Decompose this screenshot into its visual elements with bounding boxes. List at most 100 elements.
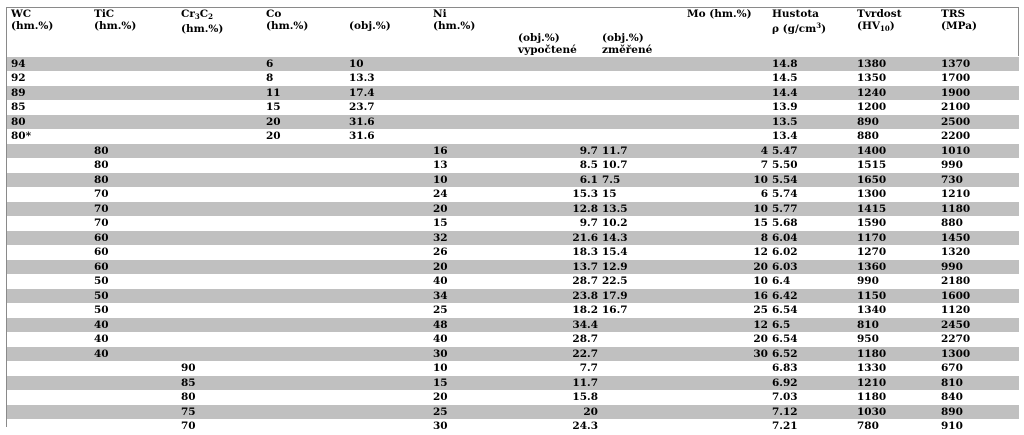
cell-ni-meas: 12.9 bbox=[598, 259, 683, 275]
cell-co bbox=[262, 332, 345, 347]
cell-cr3c2 bbox=[177, 187, 262, 202]
cell-co: 6 bbox=[262, 56, 345, 72]
table-row: 80 20 31.6 13.5 890 2500 bbox=[7, 114, 1019, 130]
cell-mo bbox=[683, 56, 768, 72]
header-co: Co (hm.%) bbox=[262, 8, 345, 57]
cell-ni-meas: 16.7 bbox=[598, 303, 683, 318]
cell-hustota: 5.50 bbox=[768, 158, 853, 173]
cell-ni-calc: 15.8 bbox=[514, 390, 598, 405]
cell-ni-meas: 7.5 bbox=[598, 172, 683, 188]
cell-hustota: 6.04 bbox=[768, 230, 853, 246]
cell-ni-meas: 17.9 bbox=[598, 288, 683, 304]
cell-tvrdost: 1300 bbox=[853, 187, 937, 202]
cell-mo: 6 bbox=[683, 187, 768, 202]
cell-mo bbox=[683, 71, 768, 86]
cell-ni-calc: 20 bbox=[514, 404, 598, 420]
cell-co-obj bbox=[345, 361, 429, 376]
cell-ni-calc bbox=[514, 100, 598, 115]
cell-co: 11 bbox=[262, 85, 345, 101]
table-row: 40 40 28.7 20 6.54 950 2270 bbox=[7, 332, 1019, 347]
table-header: WC (hm.%) TiC (hm.%) Cr3C2 (hm.%) Co (hm.%) … bbox=[7, 8, 1019, 57]
cell-ni bbox=[429, 71, 514, 86]
cell-ni-meas bbox=[598, 390, 683, 405]
cell-ni: 32 bbox=[429, 230, 514, 246]
cell-wc: 89 bbox=[7, 85, 90, 101]
cell-co bbox=[262, 346, 345, 362]
cell-ni-meas bbox=[598, 419, 683, 434]
cell-cr3c2 bbox=[177, 158, 262, 173]
table-row: 89 11 17.4 14.4 1240 1900 bbox=[7, 85, 1019, 101]
cell-mo: 10 bbox=[683, 201, 768, 217]
cell-tic: 40 bbox=[90, 346, 177, 362]
cell-wc bbox=[7, 317, 90, 333]
cell-trs: 1600 bbox=[937, 288, 1019, 304]
cell-ni bbox=[429, 100, 514, 115]
cell-hustota: 7.12 bbox=[768, 404, 853, 420]
cell-co bbox=[262, 216, 345, 231]
cell-tic: 70 bbox=[90, 187, 177, 202]
cell-wc bbox=[7, 187, 90, 202]
cell-ni: 30 bbox=[429, 346, 514, 362]
cell-hustota: 5.68 bbox=[768, 216, 853, 231]
cell-trs: 2270 bbox=[937, 332, 1019, 347]
header-ni-calc: (obj.%) vypočtené bbox=[514, 8, 598, 57]
cell-mo: 12 bbox=[683, 317, 768, 333]
cell-cr3c2 bbox=[177, 332, 262, 347]
cell-tic bbox=[90, 71, 177, 86]
cell-tvrdost: 1200 bbox=[853, 100, 937, 115]
cell-wc: 94 bbox=[7, 56, 90, 72]
cell-ni bbox=[429, 85, 514, 101]
cell-co bbox=[262, 361, 345, 376]
cell-co bbox=[262, 288, 345, 304]
cell-trs: 1370 bbox=[937, 56, 1019, 72]
table-row: 70 24 15.3 15 6 5.74 1300 1210 bbox=[7, 187, 1019, 202]
cell-co bbox=[262, 158, 345, 173]
cell-co-obj bbox=[345, 158, 429, 173]
cell-co bbox=[262, 259, 345, 275]
header-hustota: Hustota ρ (g/cm3) bbox=[768, 8, 853, 57]
cell-hustota: 13.4 bbox=[768, 129, 853, 144]
cell-hustota: 14.8 bbox=[768, 56, 853, 72]
cell-mo bbox=[683, 419, 768, 434]
cell-co bbox=[262, 201, 345, 217]
cell-hustota: 6.92 bbox=[768, 375, 853, 391]
cell-mo: 4 bbox=[683, 143, 768, 159]
cell-ni-meas bbox=[598, 317, 683, 333]
cell-co bbox=[262, 390, 345, 405]
cell-trs: 1210 bbox=[937, 187, 1019, 202]
cell-trs: 1010 bbox=[937, 143, 1019, 159]
cell-tvrdost: 810 bbox=[853, 317, 937, 333]
table-row: 60 26 18.3 15.4 12 6.02 1270 1320 bbox=[7, 245, 1019, 260]
cell-wc: 85 bbox=[7, 100, 90, 115]
cell-cr3c2 bbox=[177, 85, 262, 101]
cell-trs: 910 bbox=[937, 419, 1019, 434]
cell-trs: 880 bbox=[937, 216, 1019, 231]
cell-wc bbox=[7, 143, 90, 159]
cell-ni-calc: 28.7 bbox=[514, 332, 598, 347]
cell-hustota: 7.03 bbox=[768, 390, 853, 405]
cell-co-obj: 17.4 bbox=[345, 85, 429, 101]
cell-mo: 12 bbox=[683, 245, 768, 260]
cell-trs: 1900 bbox=[937, 85, 1019, 101]
table-row: 50 25 18.2 16.7 25 6.54 1340 1120 bbox=[7, 303, 1019, 318]
cell-co-obj: 10 bbox=[345, 56, 429, 72]
cell-cr3c2 bbox=[177, 216, 262, 231]
cell-ni-calc: 18.2 bbox=[514, 303, 598, 318]
cell-co-obj bbox=[345, 216, 429, 231]
cell-ni-meas: 22.5 bbox=[598, 274, 683, 289]
cell-cr3c2 bbox=[177, 317, 262, 333]
cell-trs: 840 bbox=[937, 390, 1019, 405]
cell-cr3c2 bbox=[177, 346, 262, 362]
table-row: 50 34 23.8 17.9 16 6.42 1150 1600 bbox=[7, 288, 1019, 304]
cell-ni-meas bbox=[598, 346, 683, 362]
cell-ni-calc: 12.8 bbox=[514, 201, 598, 217]
cell-ni-calc: 18.3 bbox=[514, 245, 598, 260]
cell-co bbox=[262, 375, 345, 391]
cell-co bbox=[262, 172, 345, 188]
cell-tvrdost: 1340 bbox=[853, 303, 937, 318]
cell-tvrdost: 1210 bbox=[853, 375, 937, 391]
cell-wc bbox=[7, 288, 90, 304]
cell-cr3c2: 75 bbox=[177, 404, 262, 420]
cell-trs: 1300 bbox=[937, 346, 1019, 362]
cell-co-obj bbox=[345, 143, 429, 159]
